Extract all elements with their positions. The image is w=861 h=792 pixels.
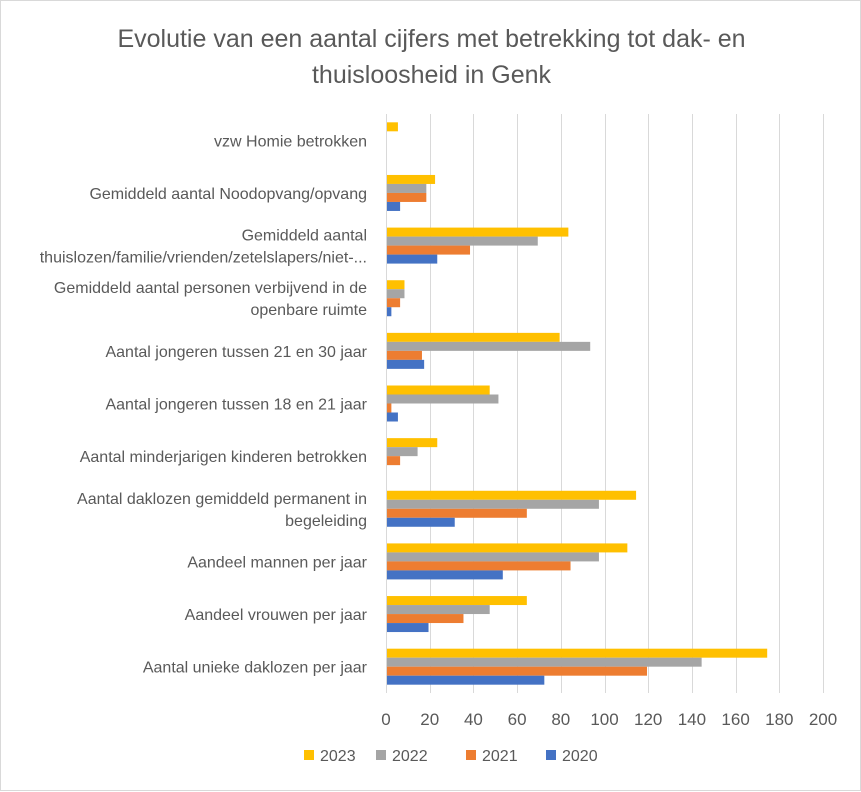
bar-2021 — [387, 561, 571, 571]
bar-2022 — [387, 341, 591, 351]
category-label: Aantal daklozen gemiddeld permanent in — [77, 491, 367, 508]
bar-2021 — [387, 614, 464, 624]
bar-2023 — [387, 385, 490, 395]
bar-2020 — [387, 570, 503, 580]
bar-2020 — [387, 254, 438, 264]
category-label: thuislozen/familie/vrienden/zetelslapers… — [40, 250, 367, 267]
x-tick-label: 40 — [464, 710, 483, 729]
bar-2022 — [387, 447, 418, 457]
chart-title-line-2: thuisloosheid in Genk — [311, 61, 552, 89]
category-label: Aantal jongeren tussen 21 en 30 jaar — [105, 344, 367, 361]
x-tick-label: 0 — [381, 710, 390, 729]
bar-2020 — [387, 412, 398, 422]
bar-2022 — [387, 499, 599, 509]
bar-2020 — [387, 307, 392, 317]
bar-2023 — [387, 332, 560, 342]
bar-2022 — [387, 289, 405, 299]
bar-2022 — [387, 605, 490, 615]
category-label: Gemiddeld aantal personen verbijvend in … — [54, 280, 367, 297]
x-tick-label: 100 — [590, 710, 618, 729]
x-tick-label: 60 — [508, 710, 527, 729]
category-label: openbare ruimte — [250, 302, 367, 319]
bar-2023 — [387, 227, 569, 237]
category-label: Gemiddeld aantal — [242, 228, 367, 245]
x-tick-label: 160 — [721, 710, 749, 729]
bar-2022 — [387, 657, 702, 667]
category-label: Aantal minderjarigen kinderen betrokken — [80, 449, 367, 466]
category-label: begeleiding — [285, 513, 367, 530]
bar-2023 — [387, 122, 398, 132]
bar-2021 — [387, 666, 648, 676]
bar-2023 — [387, 438, 438, 448]
bar-2023 — [387, 543, 628, 553]
bar-2022 — [387, 236, 538, 246]
category-label: vzw Homie betrokken — [214, 133, 367, 150]
chart-title: Evolutie van een aantal cijfers met betr… — [1, 21, 861, 93]
legend-swatch-2021 — [466, 750, 476, 760]
bar-2021 — [387, 298, 401, 308]
legend-swatch-2022 — [376, 750, 386, 760]
chart-title-line-1: Evolutie van een aantal cijfers met betr… — [117, 25, 746, 53]
bar-2021 — [387, 403, 392, 413]
x-tick-label: 120 — [634, 710, 662, 729]
x-tick-label: 200 — [809, 710, 837, 729]
bar-2020 — [387, 517, 455, 527]
category-label: Aantal jongeren tussen 18 en 21 jaar — [105, 397, 367, 414]
legend-label-2020: 2020 — [562, 748, 598, 765]
x-tick-label: 80 — [551, 710, 570, 729]
legend-label-2023: 2023 — [320, 748, 356, 765]
bar-2021 — [387, 508, 527, 518]
bar-2022 — [387, 552, 599, 562]
legend-swatch-2023 — [304, 750, 314, 760]
bar-2021 — [387, 245, 471, 255]
bar-2020 — [387, 359, 425, 369]
category-label: Aandeel mannen per jaar — [187, 554, 367, 571]
legend-label-2022: 2022 — [392, 748, 428, 765]
bar-2023 — [387, 490, 637, 500]
bar-2022 — [387, 394, 499, 404]
bar-2022 — [387, 183, 427, 193]
bar-2020 — [387, 675, 545, 685]
legend-swatch-2020 — [546, 750, 556, 760]
x-tick-label: 20 — [420, 710, 439, 729]
x-tick-label: 140 — [678, 710, 706, 729]
bar-2021 — [387, 456, 401, 466]
bar-2020 — [387, 623, 429, 633]
bar-2021 — [387, 350, 422, 360]
bar-2023 — [387, 174, 436, 184]
bar-2023 — [387, 280, 405, 290]
category-label: Gemiddeld aantal Noodopvang/opvang — [89, 186, 367, 203]
category-label: Aandeel vrouwen per jaar — [185, 607, 368, 624]
bar-2021 — [387, 192, 427, 202]
bar-2023 — [387, 596, 527, 606]
bar-2020 — [387, 201, 401, 211]
legend-label-2021: 2021 — [482, 748, 518, 765]
bar-2023 — [387, 648, 768, 658]
x-tick-label: 180 — [765, 710, 793, 729]
category-label: Aantal unieke daklozen per jaar — [143, 660, 368, 677]
